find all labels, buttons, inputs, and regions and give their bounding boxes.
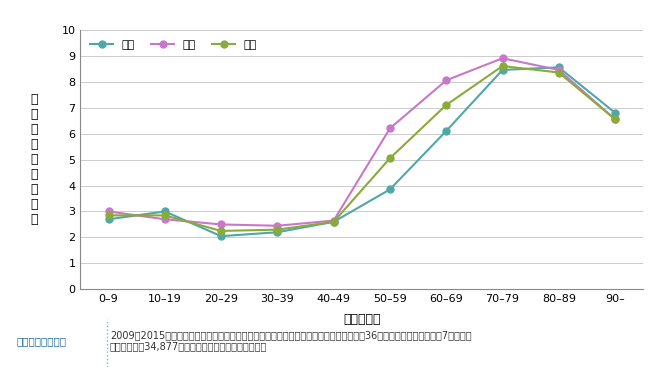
X-axis label: 年齢（歳）: 年齢（歳） — [343, 313, 381, 326]
Legend: 男性, 女性, 合計: 男性, 女性, 合計 — [86, 35, 261, 54]
Text: 2009〜2015年に帯状疱疹を発症し、宮崎県皮膚科医会に属する医療機関（皮膚科診療所36施設、総合病院の皮膚科7施設）を
受診した患者34,877例の性別およ: 2009〜2015年に帯状疱疹を発症し、宮崎県皮膚科医会に属する医療機関（皮膚科… — [110, 330, 472, 352]
Text: 調査の対象と方法: 調査の対象と方法 — [17, 336, 66, 346]
Y-axis label: 発
症
率
（
千
人
・
年
）: 発 症 率 （ 千 人 ・ 年 ） — [30, 93, 38, 226]
